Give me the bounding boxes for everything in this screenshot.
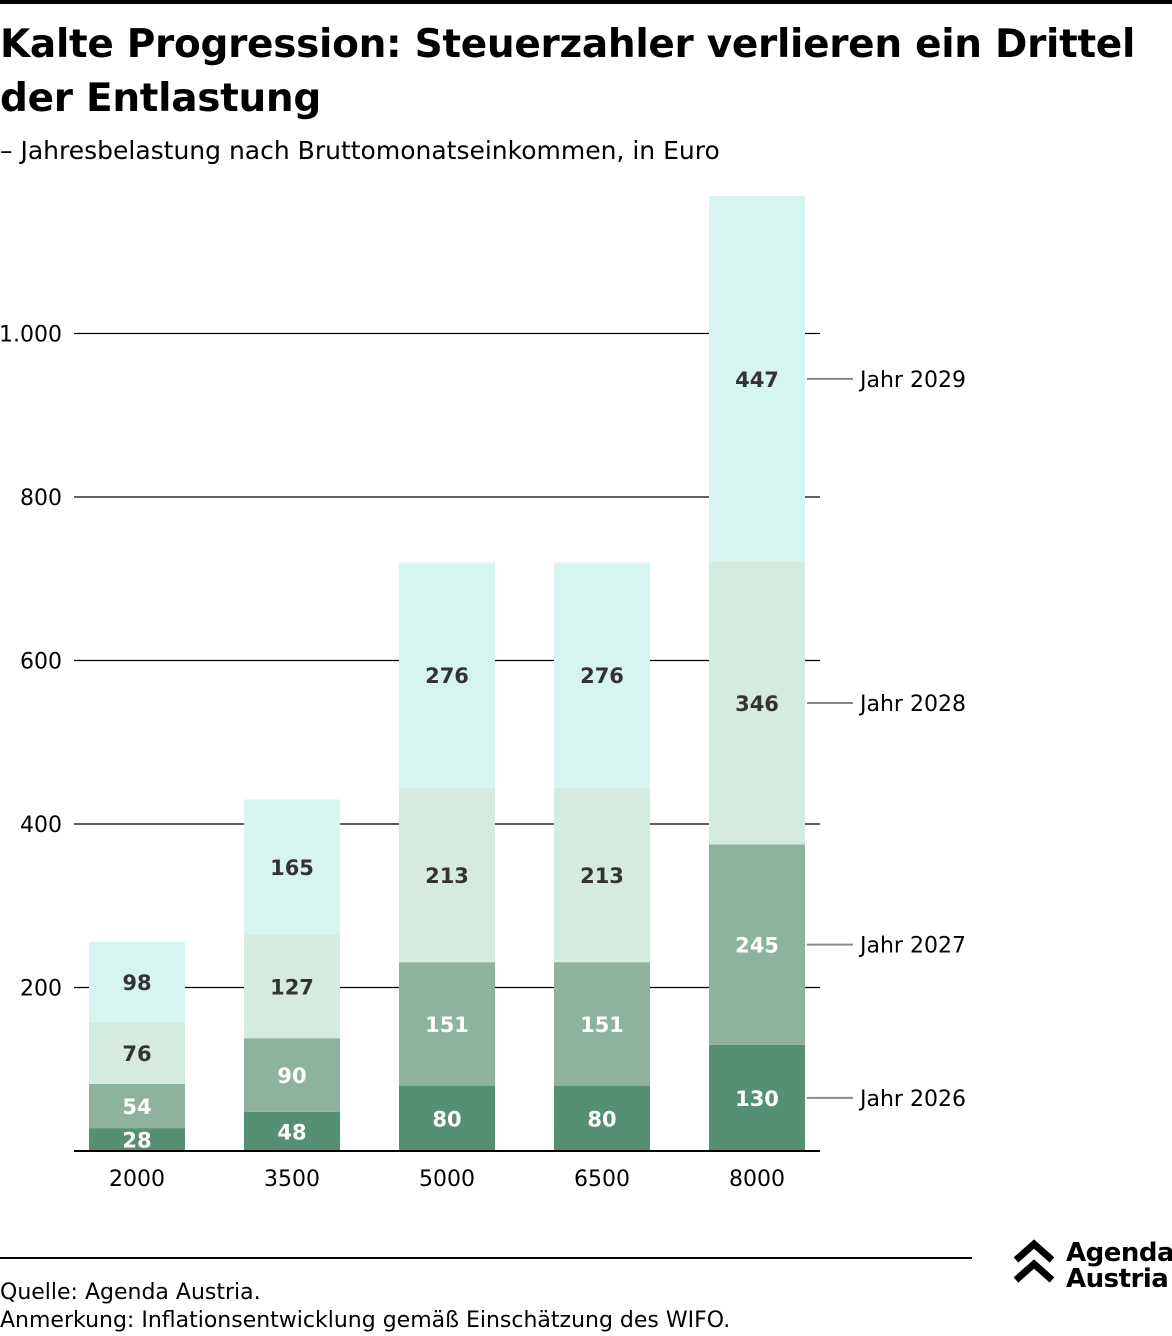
data-label: 130	[735, 1087, 779, 1111]
chart-subtitle: – Jahresbelastung nach Bruttomonatseinko…	[0, 136, 720, 165]
stacked-bar-chart: 200 400 600 800 1.000 28 54 76 98 48 90 127 165 80 15…	[0, 196, 966, 1192]
legend-entry: Jahr 2028	[858, 692, 966, 717]
y-axis-ticks: 200 400 600 800 1.000	[0, 323, 62, 1002]
bar-segment	[709, 196, 805, 562]
bar-segment	[709, 844, 805, 1045]
data-label: 151	[425, 1013, 469, 1037]
data-label: 80	[587, 1107, 616, 1131]
source-note: Quelle: Agenda Austria.	[0, 1280, 261, 1305]
x-tick-label: 3500	[264, 1167, 320, 1192]
data-label: 48	[277, 1120, 306, 1144]
data-label: 165	[270, 856, 314, 880]
bar-segment	[89, 1021, 185, 1084]
bar-segment	[244, 1038, 340, 1112]
double-chevron-up-icon	[1013, 1239, 1055, 1283]
data-label: 276	[580, 664, 624, 688]
x-tick-label: 2000	[109, 1167, 165, 1192]
bar-segment	[709, 1044, 805, 1151]
bar-segment	[554, 562, 650, 789]
data-label: 447	[735, 368, 779, 392]
bar-segment	[554, 962, 650, 1086]
bar-segment	[399, 962, 495, 1086]
bar-segment	[89, 1128, 185, 1151]
data-label: 346	[735, 692, 779, 716]
bar-segment	[244, 1111, 340, 1151]
y-tick-label: 200	[20, 977, 62, 1002]
data-labels: 28 54 76 98 48 90 127 165 80 151 213 276 80 151 213 276…	[122, 368, 779, 1153]
y-tick-label: 400	[20, 813, 62, 838]
bar-segment	[89, 1083, 185, 1129]
y-tick-label: 1.000	[0, 323, 62, 348]
logo-line-1: Agenda	[1066, 1238, 1172, 1268]
logo-text: Agenda Austria	[1066, 1240, 1172, 1292]
top-rule	[0, 0, 1172, 4]
data-label: 213	[425, 864, 469, 888]
y-tick-label: 800	[20, 486, 62, 511]
data-label: 245	[735, 934, 779, 958]
data-label: 213	[580, 864, 624, 888]
x-tick-label: 5000	[419, 1167, 475, 1192]
legend-entry: Jahr 2029	[858, 368, 966, 393]
legend-entry: Jahr 2026	[858, 1087, 966, 1112]
x-axis-ticks: 2000 3500 5000 6500 8000	[74, 1150, 820, 1192]
x-tick-label: 8000	[729, 1167, 785, 1192]
bar-segment	[709, 561, 805, 845]
bar-segment	[244, 934, 340, 1039]
bar-segment	[89, 941, 185, 1022]
bar-segment	[554, 788, 650, 963]
remark-note: Anmerkung: Inflationsentwicklung gemäß E…	[0, 1308, 731, 1333]
bar-segment	[554, 1085, 650, 1151]
data-label: 151	[580, 1013, 624, 1037]
data-label: 80	[432, 1107, 461, 1131]
footer-rule	[0, 1257, 972, 1259]
logo-line-2: Austria	[1066, 1264, 1169, 1294]
x-tick-label: 6500	[574, 1167, 630, 1192]
data-label: 276	[425, 664, 469, 688]
bar-segment	[399, 788, 495, 963]
legend-entry: Jahr 2027	[858, 934, 966, 959]
data-label: 127	[270, 975, 314, 999]
bar-segment	[399, 1085, 495, 1151]
data-label: 76	[122, 1042, 151, 1066]
data-label: 54	[122, 1095, 151, 1119]
bars	[89, 196, 805, 1151]
data-label: 98	[122, 971, 151, 995]
agenda-austria-logo: Agenda Austria	[1010, 1238, 1172, 1294]
legend: Jahr 2026 Jahr 2027 Jahr 2028 Jahr 2029	[807, 368, 966, 1112]
bar-segment	[399, 562, 495, 789]
chart-title: Kalte Progression: Steuerzahler verliere…	[0, 22, 1136, 121]
data-label: 28	[122, 1129, 151, 1153]
y-tick-label: 600	[20, 650, 62, 675]
data-label: 90	[277, 1064, 306, 1088]
bar-segment	[244, 799, 340, 935]
